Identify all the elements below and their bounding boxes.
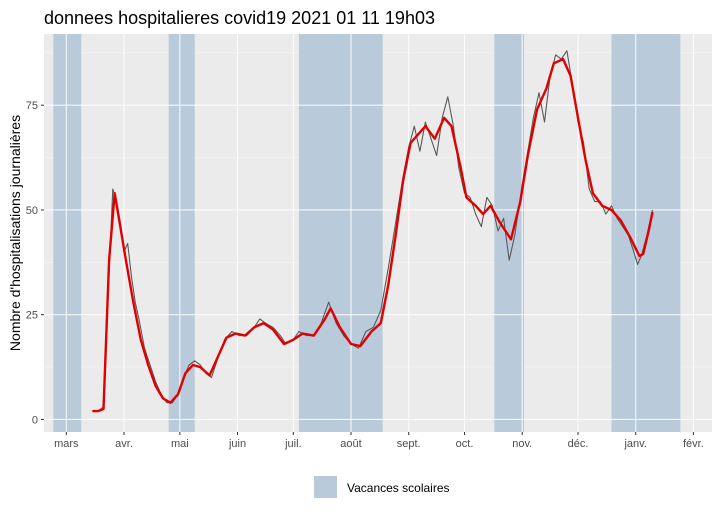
x-tick-label: août [340,438,361,450]
x-tick-label: juil. [284,438,302,450]
chart-title: donnees hospitalieres covid19 2021 01 11… [44,8,435,28]
x-tick-label: mai [171,438,189,450]
vacances-band [494,34,525,432]
major-grid [44,34,712,432]
x-tick-label: juin [228,438,246,450]
x-tick-label: janv. [623,438,646,450]
y-tick-label: 50 [26,205,38,217]
series-lines [92,50,654,413]
legend-label: Vacances scolaires [347,481,450,495]
x-tick-label: avr. [115,438,133,450]
series-line-daily [92,50,654,412]
x-tick-label: déc. [568,438,589,450]
vacances-band [611,34,681,432]
vacances-band [53,34,82,432]
x-tick-label: oct. [456,438,474,450]
y-tick-label: 75 [26,100,38,112]
x-tick-label: sept. [397,438,421,450]
vacances-band [168,34,195,432]
vacances-band [298,34,383,432]
y-axis-ticks: 0 25 50 75 [26,100,44,426]
vacances-bands [53,34,681,432]
x-tick-label: nov. [512,438,532,450]
y-axis-title: Nombre d'hospitalisations journalières [7,115,23,351]
series-line-smoothed [92,57,654,413]
x-axis-ticks: mars avr. mai juin juil. août sept. oct. nov. déc… [54,432,704,450]
x-tick-label: févr. [683,438,704,450]
y-tick-label: 0 [32,414,38,426]
y-tick-label: 25 [26,310,38,322]
x-tick-label: mars [54,438,79,450]
legend-key [314,476,337,498]
legend: Vacances scolaires [314,476,450,498]
